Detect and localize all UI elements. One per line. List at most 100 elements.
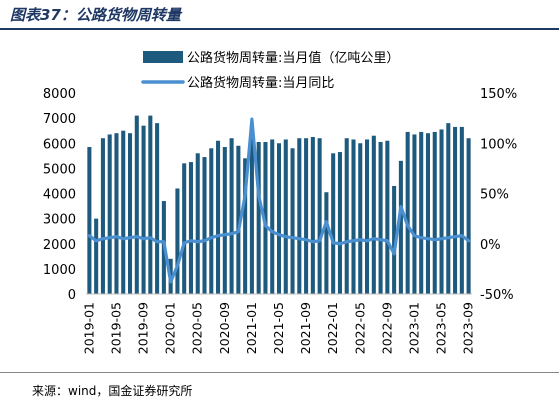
line-point <box>271 231 273 233</box>
x-tick-label: 2023-05 <box>434 302 449 354</box>
bar <box>87 147 92 294</box>
bar <box>270 139 275 294</box>
line-point <box>129 237 131 239</box>
line-point <box>434 239 436 241</box>
left-axis-tick-label: 2000 <box>43 238 76 253</box>
x-tick-label: 2020-05 <box>190 302 205 354</box>
line-point <box>156 241 158 243</box>
bar <box>405 131 410 294</box>
bar <box>182 163 187 294</box>
bar <box>392 185 397 294</box>
line-point <box>197 241 199 243</box>
bar <box>439 129 444 294</box>
x-tick-label: 2020-01 <box>163 302 178 354</box>
bar <box>121 130 126 294</box>
bar <box>276 143 282 294</box>
line-point <box>210 237 212 239</box>
bar <box>94 218 99 295</box>
x-tick-label: 2022-09 <box>379 302 394 354</box>
line-point <box>109 237 111 239</box>
bar <box>466 138 471 294</box>
line-point <box>149 237 151 239</box>
line-point <box>231 233 233 235</box>
line-point <box>142 238 145 240</box>
x-tick-label: 2019-05 <box>108 302 123 354</box>
line-point <box>373 238 375 240</box>
bar <box>100 138 105 294</box>
line-point <box>122 238 124 240</box>
x-tick-label: 2019-09 <box>136 302 151 354</box>
right-axis-tick-label: -50% <box>480 288 514 303</box>
line-point <box>366 240 368 242</box>
x-tick-label: 2021-05 <box>271 302 286 354</box>
bar <box>398 160 403 294</box>
line-point <box>461 235 463 237</box>
bar <box>263 141 268 294</box>
x-tick-label: 2022-05 <box>352 302 367 354</box>
bar <box>114 133 119 294</box>
bar <box>365 139 370 294</box>
line-point <box>468 240 470 242</box>
line-point <box>237 231 239 233</box>
left-axis-tick-label: 0 <box>68 288 76 303</box>
x-tick-label: 2019-01 <box>81 302 96 354</box>
line-point <box>359 239 361 241</box>
bar <box>175 188 180 294</box>
line-point <box>244 194 246 197</box>
line-point <box>224 234 226 236</box>
line-point <box>291 237 294 239</box>
line-point <box>332 242 334 244</box>
right-axis-tick-label: 50% <box>480 188 509 203</box>
line-point <box>312 241 314 243</box>
line-point <box>352 240 355 242</box>
line-point <box>183 242 185 244</box>
bar <box>324 192 329 294</box>
right-axis-tick-label: 150% <box>480 87 517 102</box>
bar <box>453 126 458 294</box>
bar <box>297 138 302 294</box>
x-tick-label: 2021-09 <box>298 302 313 354</box>
line-point <box>251 118 253 120</box>
left-axis-tick-label: 1000 <box>43 263 76 278</box>
line-point <box>386 240 388 242</box>
bar <box>310 136 315 294</box>
legend-line-label: 公路货物周转量:当月同比 <box>187 75 334 91</box>
bar <box>378 141 383 294</box>
line-point <box>298 238 300 240</box>
line-point <box>264 225 267 227</box>
bar <box>107 134 112 294</box>
x-tick-label: 2021-01 <box>244 302 259 354</box>
bar <box>229 138 234 294</box>
line-point <box>190 240 192 242</box>
line-point <box>413 235 416 237</box>
bar <box>188 162 193 294</box>
line-point <box>115 236 118 238</box>
bar <box>155 123 160 295</box>
left-axis-tick-label: 7000 <box>43 112 76 127</box>
left-axis-tick-label: 8000 <box>43 87 76 102</box>
x-tick-label: 2022-01 <box>325 302 340 354</box>
left-axis-tick-label: 6000 <box>43 137 76 152</box>
bar <box>236 145 241 294</box>
chart-title: 图表37：公路货物周转量 <box>10 6 181 24</box>
line-point <box>278 234 280 236</box>
line-point <box>339 243 341 245</box>
bar <box>209 148 214 294</box>
x-tick-label: 2023-01 <box>406 302 421 354</box>
bar <box>141 125 146 294</box>
bar <box>304 138 309 294</box>
line-point <box>88 235 90 237</box>
line-point <box>420 237 422 239</box>
line-point <box>447 237 449 239</box>
x-tick-label: 2020-09 <box>217 302 232 354</box>
left-axis-tick-label: 3000 <box>43 213 76 228</box>
bar <box>243 158 248 294</box>
right-axis-tick-label: 100% <box>480 137 517 152</box>
source-note: 来源：wind，国金证券研究所 <box>32 384 193 398</box>
right-axis-tick-label: 0% <box>480 238 501 253</box>
chart: 0 1000 2000 3000 4000 5000 6000 7000 8000 -50% 0% 5… <box>43 50 517 354</box>
line-point <box>346 241 348 243</box>
bar <box>195 153 200 294</box>
bar <box>351 139 356 294</box>
line-point <box>217 235 219 237</box>
